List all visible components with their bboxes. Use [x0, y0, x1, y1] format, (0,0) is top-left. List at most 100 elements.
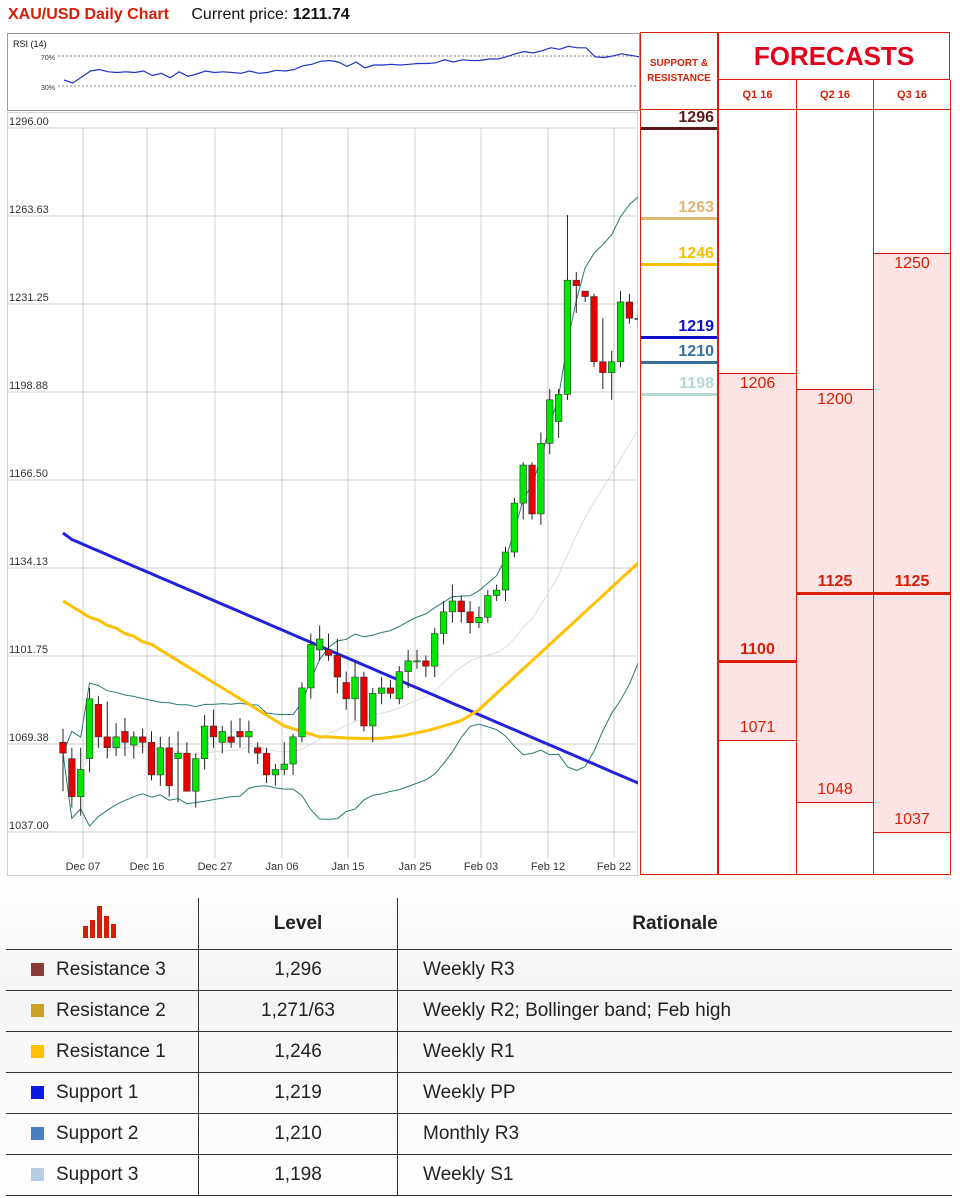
- candle-body: [475, 616, 483, 624]
- candle-body: [625, 301, 633, 319]
- x-tick-label: Jan 25: [398, 861, 431, 873]
- y-tick-label: 1198.88: [9, 380, 48, 392]
- candle-body: [183, 752, 191, 792]
- chart-header: XAU/USD Daily Chart Current price: 1211.…: [8, 6, 350, 28]
- level-rationale: Weekly R2; Bollinger band; Feb high: [397, 990, 952, 1032]
- table-row: Resistance 1 1,246 Weekly R1: [6, 1031, 952, 1073]
- rsi-level-70: 70%: [41, 55, 55, 62]
- y-tick-label: 1263.63: [9, 204, 49, 216]
- bollinger-lower-line: [62, 661, 638, 827]
- level-name-cell: Resistance 2: [6, 990, 199, 1032]
- candle-body: [77, 769, 85, 797]
- level-color-swatch: [31, 1086, 44, 1099]
- forecast-range-band: [719, 372, 796, 740]
- forecast-mid-value: 1125: [894, 572, 930, 590]
- candle-body: [431, 633, 439, 667]
- candle-body: [165, 747, 173, 787]
- forecast-mid-line: [797, 591, 873, 595]
- candle-body: [510, 502, 518, 553]
- candle-body: [174, 752, 182, 759]
- candle-body: [289, 736, 297, 765]
- candle-body: [554, 394, 563, 422]
- candle-body: [484, 595, 492, 618]
- level-name: Support 1: [56, 1082, 139, 1103]
- candle-body: [413, 660, 421, 663]
- candle-body: [404, 660, 412, 672]
- sr-level-line: [641, 336, 717, 340]
- level-name-cell: Resistance 3: [6, 949, 199, 991]
- level-name: Resistance 1: [56, 1041, 166, 1062]
- x-tick-label: Jan 06: [265, 861, 298, 873]
- level-value: 1,219: [198, 1072, 398, 1114]
- candle-body: [316, 638, 324, 651]
- y-tick-label: 1166.50: [9, 468, 48, 480]
- candle-body: [201, 725, 209, 759]
- forecast-high-line: [874, 253, 950, 255]
- x-tick-label: Dec 27: [198, 861, 233, 873]
- candle-body: [139, 736, 147, 743]
- candle-body: [236, 731, 244, 738]
- sr-level-label: 1210: [678, 342, 714, 360]
- forecast-low-line: [874, 832, 950, 833]
- candle-body: [324, 649, 333, 656]
- sr-level-label: 1219: [678, 318, 714, 336]
- y-tick-label: 1296.00: [9, 116, 49, 128]
- sr-level-line: [641, 360, 717, 364]
- candle-body: [307, 644, 315, 689]
- forecast-quarter-label: Q3 16: [874, 80, 950, 110]
- level-color-swatch: [31, 1168, 44, 1181]
- x-tick-label: Dec 16: [130, 861, 165, 873]
- forecast-low-line: [719, 739, 796, 741]
- candle-body: [112, 736, 120, 749]
- forecast-mid-line: [874, 591, 950, 595]
- forecast-quarter-label: Q2 16: [797, 80, 873, 110]
- candle-body: [254, 747, 262, 754]
- candle-body: [563, 279, 572, 395]
- level-name-cell: Support 1: [6, 1072, 199, 1114]
- current-price-value: 1211.74: [292, 6, 350, 23]
- table-header-row: Level Rationale: [6, 898, 952, 950]
- forecast-high-value: 1206: [739, 374, 776, 392]
- level-name: Resistance 2: [56, 1000, 166, 1021]
- candle-body: [608, 361, 616, 373]
- candle-body: [130, 736, 138, 746]
- candle-body: [68, 758, 76, 797]
- table-row: Support 3 1,198 Weekly S1: [6, 1154, 952, 1196]
- level-value: 1,198: [198, 1154, 398, 1196]
- candle-body: [103, 736, 111, 749]
- candle-body: [581, 290, 589, 297]
- forecast-low-value: 1048: [817, 781, 853, 799]
- y-tick-label: 1134.13: [9, 556, 48, 568]
- candle-body: [422, 660, 430, 667]
- level-color-swatch: [31, 1127, 44, 1140]
- table-row: Support 1 1,219 Weekly PP: [6, 1072, 952, 1114]
- level-name-cell: Resistance 1: [6, 1031, 199, 1073]
- sr-level-label: 1296: [678, 109, 714, 126]
- forecast-high-value: 1250: [894, 255, 930, 273]
- candle-body: [634, 317, 638, 320]
- candle-body: [147, 742, 156, 776]
- level-name: Support 3: [56, 1164, 139, 1185]
- x-tick-label: Feb 12: [531, 861, 565, 873]
- level-value: 1,246: [198, 1031, 398, 1073]
- x-tick-label: Feb 03: [464, 861, 498, 873]
- sr-level-line: [641, 216, 717, 220]
- candle-body: [369, 693, 377, 727]
- forecast-low-value: 1037: [894, 811, 930, 828]
- sr-header-line2: RESISTANCE: [647, 73, 711, 84]
- y-tick-label: 1037.00: [9, 820, 49, 832]
- candle-body: [501, 551, 510, 591]
- y-tick-label: 1069.38: [9, 732, 49, 744]
- candle-body: [537, 443, 545, 515]
- candle-body: [590, 296, 598, 363]
- forecast-high-value: 1200: [817, 390, 853, 408]
- candle-body: [209, 725, 218, 738]
- forecast-quarter-label: Q1 16: [719, 80, 796, 110]
- price-chart: Dec 07 Dec 16 Dec 27 Jan 06 Jan 15 Jan 25 Feb …: [7, 112, 638, 876]
- table-row: Resistance 2 1,271/63 Weekly R2; Bollinger…: [6, 990, 952, 1032]
- rsi-line: [63, 45, 649, 84]
- level-name: Support 2: [56, 1123, 139, 1144]
- candle-body: [599, 361, 607, 373]
- forecast-high-line: [797, 388, 873, 390]
- candle-body: [616, 301, 625, 363]
